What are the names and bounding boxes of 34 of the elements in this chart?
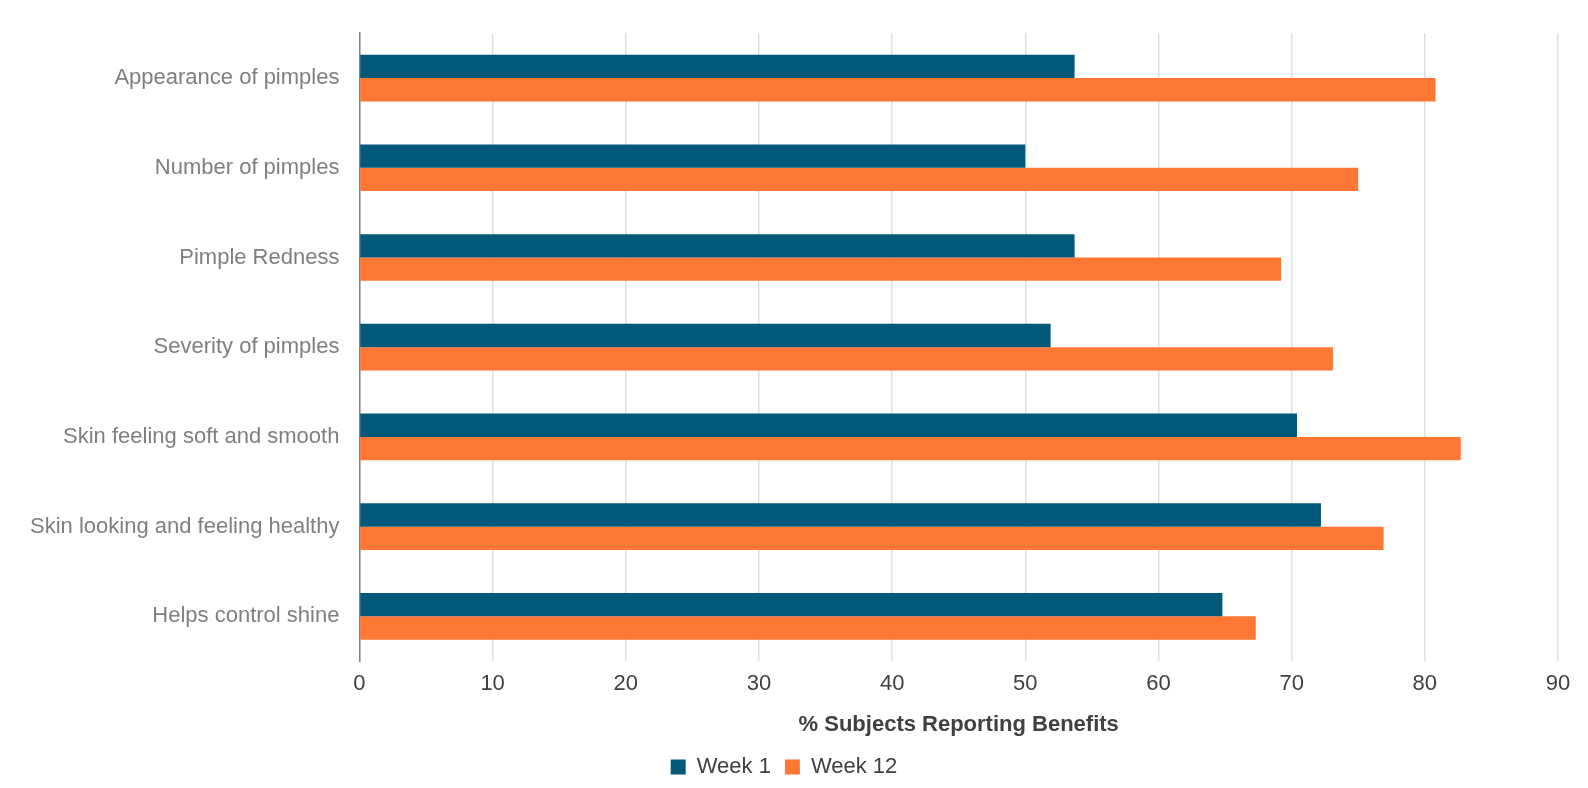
bar xyxy=(360,436,1461,461)
x-tick-label: 80 xyxy=(1412,670,1438,696)
y-tick-label: Severity of pimples xyxy=(153,333,340,359)
bar xyxy=(360,78,1436,102)
bar xyxy=(360,347,1333,371)
x-tick-label: 70 xyxy=(1279,670,1304,696)
x-tick-label: 10 xyxy=(480,670,505,696)
bar xyxy=(360,593,1223,617)
legend-label: Week 1 xyxy=(696,753,771,779)
x-tick-label: 50 xyxy=(1013,670,1038,696)
y-tick-label: Pimple Redness xyxy=(179,243,340,269)
bar xyxy=(360,323,1051,348)
bar xyxy=(360,413,1297,437)
x-tick-label: 0 xyxy=(353,670,366,696)
x-tick-label: 40 xyxy=(879,670,905,696)
y-tick-label: Appearance of pimples xyxy=(114,64,340,90)
bar xyxy=(360,167,1359,192)
y-tick-label: Skin feeling soft and smooth xyxy=(63,422,340,448)
x-tick-label: 20 xyxy=(613,670,639,696)
y-tick-label: Skin looking and feeling healthy xyxy=(29,512,340,538)
bar xyxy=(360,616,1256,640)
x-tick-label: 30 xyxy=(746,670,772,696)
y-tick-label: Number of pimples xyxy=(154,153,340,179)
bar xyxy=(360,144,1026,168)
x-axis-title: % Subjects Reporting Benefits xyxy=(798,710,1119,736)
bar xyxy=(360,526,1384,550)
bar xyxy=(360,503,1321,527)
bar xyxy=(360,54,1075,79)
legend-label: Week 12 xyxy=(810,753,898,779)
y-tick-label: Helps control shine xyxy=(152,602,340,628)
bar xyxy=(360,257,1281,281)
x-tick-label: 60 xyxy=(1146,670,1171,696)
x-tick-label: 90 xyxy=(1545,670,1571,696)
bar xyxy=(360,234,1075,258)
